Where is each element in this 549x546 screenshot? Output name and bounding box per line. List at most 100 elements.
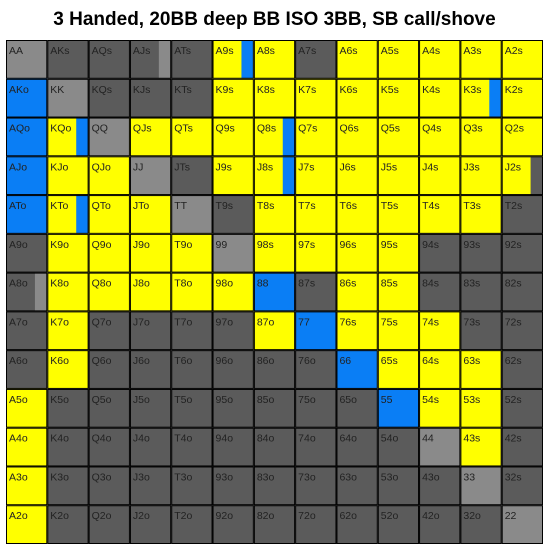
hand-cell-97o: 97o (212, 311, 254, 351)
hand-cell-a7s: A7s (295, 40, 337, 79)
hand-cell-border (171, 388, 213, 428)
hand-cell-fill (171, 195, 213, 234)
hand-cell-split-fill (76, 117, 89, 157)
hand-cell-border (460, 272, 502, 312)
hand-label: J3s (463, 161, 479, 173)
hand-cell-52s: 52s (501, 388, 543, 428)
hand-cell-border (336, 233, 378, 273)
hand-label: Q9s (216, 123, 235, 135)
hand-cell-border (501, 117, 543, 157)
hand-cell-fill (129, 311, 172, 351)
hand-label: 52s (505, 394, 522, 406)
hand-cell-aqs: AQs (88, 40, 130, 79)
hand-cell-fill (6, 156, 48, 196)
hand-cell-border (336, 427, 378, 467)
hand-cell-fill (377, 466, 420, 506)
hand-cell-fill (47, 78, 89, 118)
hand-cell-fill (336, 466, 378, 506)
hand-cell-fill (212, 466, 254, 506)
hand-cell-ats: ATs (171, 40, 213, 79)
hand-label: 95s (381, 239, 398, 251)
hand-label: A8s (257, 45, 275, 57)
hand-cell-border (47, 311, 89, 351)
hand-cell-a7o: A7o (6, 311, 48, 351)
hand-cell-fill (336, 117, 378, 157)
hand-cell-q8s: Q8s (253, 117, 296, 157)
hand-cell-border (460, 427, 502, 467)
hand-label: K3s (463, 84, 481, 96)
hand-range-grid-svg: AA AKs AQs AJs ATs A9s A8s A7s A6s A5s A4s A3s A2s AK… (6, 40, 543, 544)
hand-cell-fill (88, 350, 130, 389)
hand-cell-a2o: A2o (6, 505, 48, 544)
hand-cell-aks: AKs (47, 40, 89, 79)
hand-label: A7o (9, 316, 28, 328)
hand-cell-fill (129, 233, 172, 273)
hand-cell-qto: QTo (88, 195, 130, 234)
hand-label: 86s (339, 278, 356, 290)
hand-label: K2o (50, 510, 69, 522)
hand-cell-border (47, 195, 89, 234)
hand-cell-border (377, 117, 420, 157)
hand-cell-border (501, 466, 543, 506)
hand-label: 76o (298, 355, 316, 367)
hand-label: KJo (50, 161, 68, 173)
hand-cell-k7o: K7o (47, 311, 89, 351)
hand-cell-fill (419, 195, 461, 234)
hand-cell-fill (88, 195, 130, 234)
hand-cell-border (377, 388, 420, 428)
hand-cell-fill (253, 272, 296, 312)
hand-cell-75o: 75o (295, 388, 337, 428)
hand-cell-k2o: K2o (47, 505, 89, 544)
hand-label: T6s (339, 200, 357, 212)
hand-cell-43s: 43s (460, 427, 502, 467)
hand-cell-kjo: KJo (47, 156, 89, 196)
hand-cell-t4s: T4s (419, 195, 461, 234)
hand-cell-q5o: Q5o (88, 388, 130, 428)
hand-label: 75s (381, 316, 398, 328)
hand-cell-66: 66 (336, 350, 378, 389)
hand-label: K5s (381, 84, 399, 96)
hand-cell-fill (460, 311, 502, 351)
hand-range-grid: AA AKs AQs AJs ATs A9s A8s A7s A6s A5s A4s A3s A2s AK… (6, 40, 543, 544)
hand-cell-k3o: K3o (47, 466, 89, 506)
hand-label: 82o (257, 510, 275, 522)
hand-cell-border (6, 117, 48, 157)
hand-cell-fill (212, 505, 254, 544)
hand-label: 87o (257, 316, 275, 328)
hand-cell-border (377, 505, 420, 544)
hand-cell-q7s: Q7s (295, 117, 337, 157)
hand-label: 72o (298, 510, 316, 522)
hand-cell-fill (419, 272, 461, 312)
hand-cell-border (253, 427, 296, 467)
hand-cell-fill (295, 466, 337, 506)
hand-label: J8s (257, 161, 273, 173)
hand-label: 43s (463, 433, 480, 445)
hand-cell-fill (336, 272, 378, 312)
hand-label: J2o (133, 510, 150, 522)
hand-label: JTo (133, 200, 150, 212)
hand-cell-95s: 95s (377, 233, 420, 273)
hand-label: ATs (174, 45, 191, 57)
hand-cell-border (88, 505, 130, 544)
hand-cell-92s: 92s (501, 233, 543, 273)
hand-cell-border (501, 233, 543, 273)
hand-cell-fill (6, 427, 48, 467)
hand-cell-fill (295, 233, 337, 273)
hand-cell-border (460, 388, 502, 428)
hand-cell-fill (419, 466, 461, 506)
hand-cell-fill (295, 427, 337, 467)
hand-cell-border (460, 466, 502, 506)
hand-label: T7o (174, 316, 192, 328)
hand-cell-fill (88, 427, 130, 467)
hand-cell-border (171, 272, 213, 312)
hand-cell-j4s: J4s (419, 156, 461, 196)
hand-cell-border (6, 388, 48, 428)
hand-label: K6o (50, 355, 69, 367)
hand-cell-kto: KTo (47, 195, 89, 234)
hand-cell-fill (129, 466, 172, 506)
hand-label: J6o (133, 355, 150, 367)
hand-cell-j8s: J8s (253, 156, 296, 196)
hand-cell-border (6, 233, 48, 273)
hand-cell-fill (419, 233, 461, 273)
hand-label: 73s (463, 316, 480, 328)
